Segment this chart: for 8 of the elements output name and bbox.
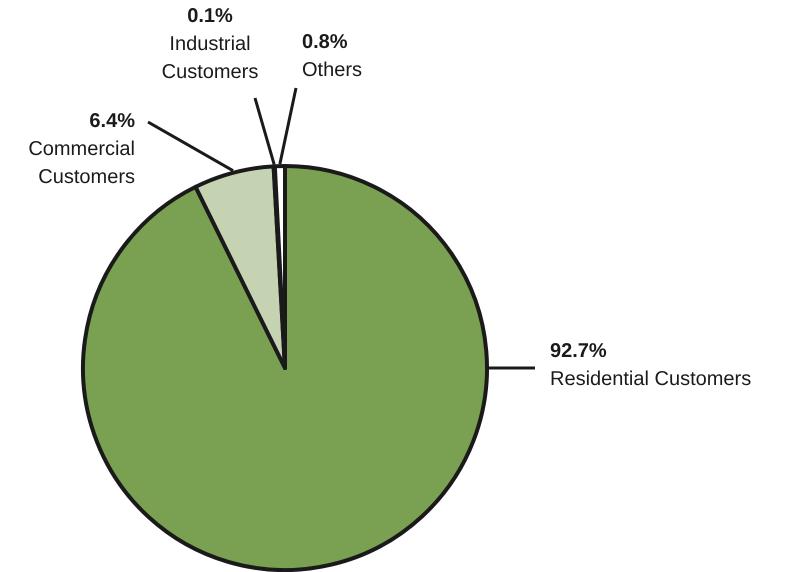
- data-label: 0.8%: [302, 31, 348, 53]
- slice-label: Others: [302, 59, 362, 81]
- slice-label: Commercial Customers: [28, 138, 135, 188]
- slice-label: Residential Customers: [550, 368, 752, 390]
- data-label: 92.7%: [550, 340, 607, 362]
- data-label: 6.4%: [89, 110, 136, 132]
- slice-label: Industrial Customers: [162, 33, 258, 83]
- data-label: 0.1%: [187, 5, 234, 27]
